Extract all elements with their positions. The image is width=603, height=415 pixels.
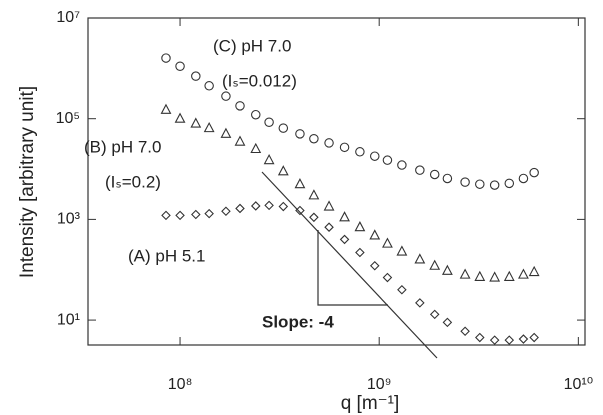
y-axis-title: Intensity [arbitrary unit] bbox=[17, 86, 38, 278]
data-point bbox=[460, 177, 470, 187]
data-point bbox=[190, 117, 202, 128]
data-point bbox=[503, 270, 515, 281]
data-point bbox=[518, 268, 529, 279]
data-point bbox=[397, 284, 407, 295]
data-point bbox=[396, 245, 408, 256]
x-tick-label: 10⁹ bbox=[367, 376, 392, 393]
slope-line bbox=[261, 171, 438, 359]
data-point bbox=[203, 121, 215, 133]
y-tick-label: 10³ bbox=[57, 211, 81, 228]
data-point bbox=[459, 268, 471, 279]
plot-frame bbox=[87, 17, 586, 346]
data-point bbox=[175, 210, 185, 221]
data-point bbox=[504, 178, 515, 189]
x-tick-label: 10¹⁰ bbox=[564, 376, 594, 393]
data-point bbox=[220, 127, 232, 138]
data-point bbox=[518, 334, 529, 344]
data-point bbox=[323, 200, 335, 211]
data-point bbox=[250, 142, 262, 154]
data-point bbox=[295, 205, 305, 216]
data-point bbox=[221, 91, 231, 101]
data-point bbox=[204, 208, 214, 219]
data-point bbox=[278, 201, 289, 212]
data-point bbox=[415, 298, 425, 308]
data-point bbox=[324, 138, 334, 148]
data-point bbox=[369, 260, 380, 271]
data-point bbox=[263, 154, 275, 165]
data-point bbox=[442, 317, 453, 328]
data-point bbox=[191, 71, 201, 81]
data-point bbox=[308, 189, 320, 200]
data-point bbox=[460, 326, 470, 337]
data-point bbox=[295, 129, 305, 139]
data-point bbox=[278, 123, 289, 133]
data-point bbox=[161, 53, 171, 63]
data-point bbox=[294, 178, 306, 189]
data-point bbox=[475, 179, 485, 189]
data-point bbox=[234, 135, 246, 146]
data-point bbox=[529, 167, 539, 178]
data-point bbox=[429, 169, 440, 180]
data-point bbox=[309, 133, 319, 144]
data-point bbox=[324, 222, 334, 232]
data-point bbox=[369, 229, 381, 240]
data-point bbox=[309, 212, 319, 223]
annotation: (C) pH 7.0 bbox=[213, 36, 291, 55]
data-point bbox=[382, 272, 393, 283]
data-point bbox=[264, 117, 274, 127]
data-point bbox=[518, 173, 529, 184]
data-point bbox=[235, 203, 245, 214]
data-point bbox=[528, 265, 540, 277]
data-point bbox=[251, 109, 261, 120]
annotation: Slope: -4 bbox=[262, 312, 334, 331]
annotation: (A) pH 5.1 bbox=[128, 246, 205, 265]
data-point bbox=[339, 234, 350, 245]
data-point bbox=[160, 103, 172, 114]
data-point bbox=[429, 309, 440, 320]
data-point bbox=[489, 180, 500, 190]
data-point bbox=[191, 209, 201, 220]
y-tick-label: 10⁵ bbox=[56, 110, 80, 127]
y-tick-label: 10¹ bbox=[57, 311, 80, 328]
data-point bbox=[264, 200, 274, 211]
data-point bbox=[382, 155, 393, 165]
data-point bbox=[429, 259, 441, 270]
data-point bbox=[355, 147, 365, 157]
data-point bbox=[174, 112, 186, 123]
data-point bbox=[235, 101, 245, 111]
data-point bbox=[339, 211, 350, 222]
data-point bbox=[339, 142, 350, 153]
data-point bbox=[354, 221, 366, 232]
slope-triangle bbox=[317, 230, 388, 306]
data-point bbox=[529, 332, 539, 343]
x-axis-title: q [m⁻¹] bbox=[341, 393, 400, 414]
data-point bbox=[250, 201, 261, 211]
data-point bbox=[414, 253, 426, 264]
data-point bbox=[221, 206, 231, 217]
y-tick-label: 10⁷ bbox=[56, 9, 80, 26]
annotation: (Iₛ=0.012) bbox=[222, 71, 297, 90]
data-point bbox=[370, 151, 380, 161]
data-point bbox=[397, 160, 407, 170]
data-point bbox=[475, 332, 485, 343]
data-point bbox=[489, 271, 501, 282]
data-point bbox=[175, 61, 185, 72]
annotation: (B) pH 7.0 bbox=[84, 137, 161, 156]
x-tick-label: 10⁸ bbox=[168, 376, 193, 393]
data-point bbox=[441, 264, 453, 275]
data-point bbox=[504, 335, 515, 345]
data-point bbox=[442, 173, 453, 184]
data-point bbox=[489, 335, 500, 345]
data-point bbox=[474, 270, 486, 281]
data-point bbox=[415, 165, 425, 175]
data-point bbox=[355, 247, 365, 258]
data-point bbox=[161, 210, 171, 221]
annotation: (Iₛ=0.2) bbox=[105, 172, 161, 191]
data-point bbox=[204, 81, 214, 91]
data-point bbox=[277, 165, 289, 176]
data-point bbox=[382, 237, 393, 248]
